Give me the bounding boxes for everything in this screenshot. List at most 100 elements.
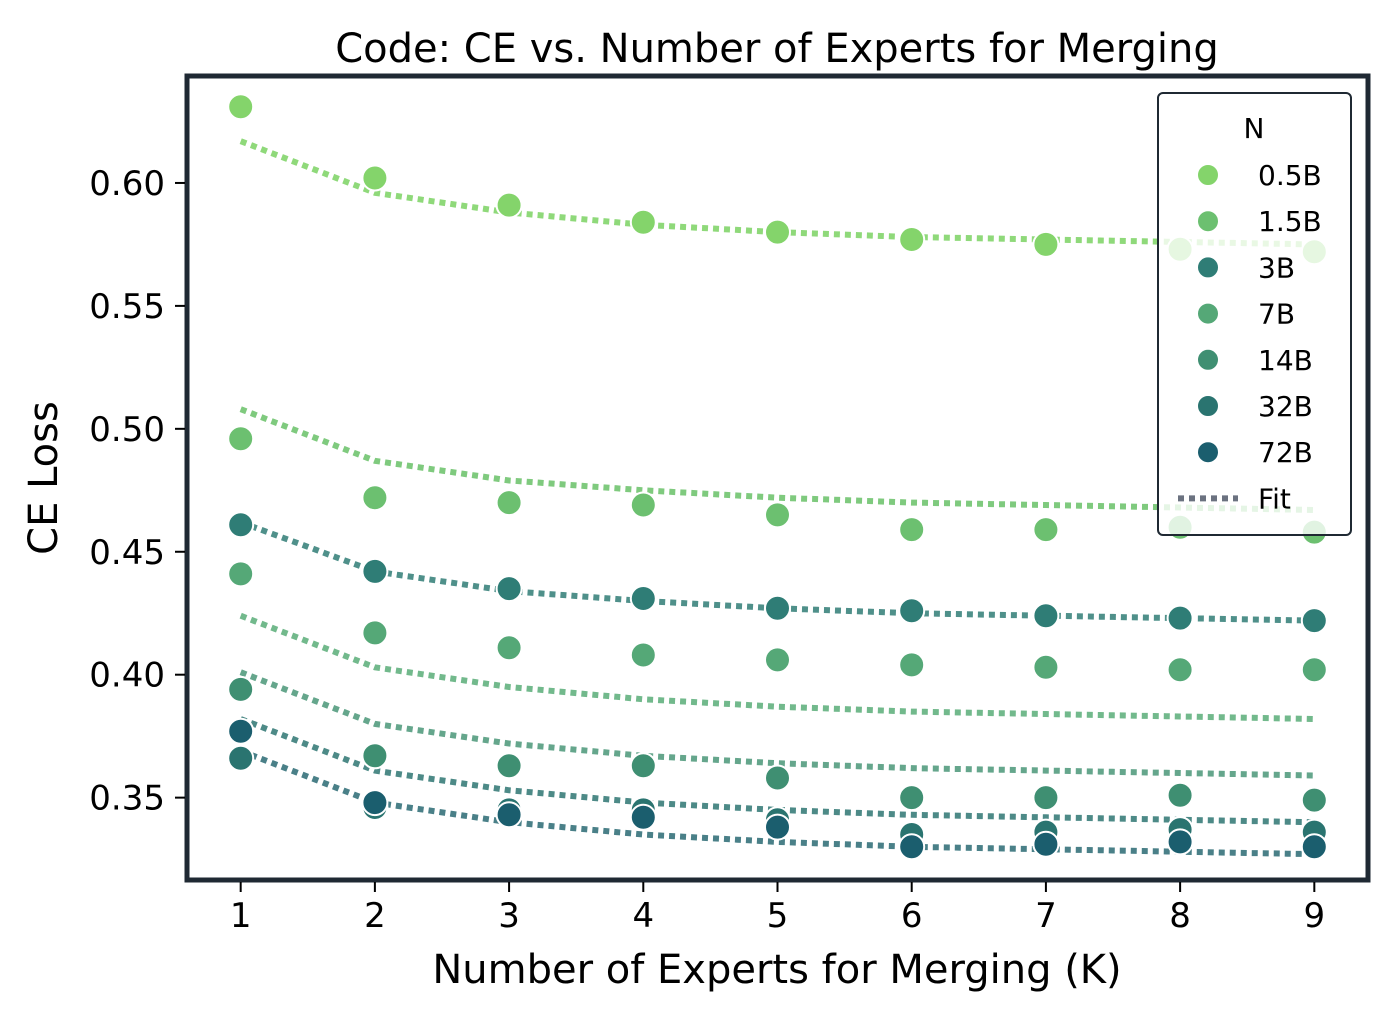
fit-line-72B	[239, 748, 1315, 858]
point-3B-k8	[1166, 604, 1194, 632]
y-tick-label: 0.40	[89, 656, 165, 696]
x-tick-label: 8	[1169, 896, 1191, 936]
legend-marker-7B	[1196, 301, 1220, 326]
plot-frame	[184, 73, 1371, 883]
legend-label-0.5B: 0.5B	[1258, 159, 1322, 192]
point-7B-k9	[1300, 656, 1328, 684]
point-3B-k1	[227, 511, 255, 539]
point-72B-k4	[629, 803, 657, 831]
legend-marker-14B	[1196, 347, 1220, 372]
point-72B-k3	[495, 801, 523, 829]
point-7B-k3	[495, 634, 523, 662]
legend-label-1.5B: 1.5B	[1258, 205, 1322, 238]
legend-label-fit: Fit	[1258, 482, 1291, 515]
point-7B-k1	[227, 560, 255, 588]
point-14B-k1	[227, 675, 255, 703]
point-14B-k3	[495, 752, 523, 780]
legend-marker-32B	[1196, 394, 1220, 418]
point-14B-k9	[1300, 786, 1328, 814]
point-0.5B-k4	[629, 208, 657, 236]
legend-marker-72B	[1196, 440, 1220, 465]
point-14B-k6	[898, 784, 926, 812]
y-tick-label: 0.50	[89, 410, 165, 450]
point-0.5B-k3	[495, 191, 523, 219]
x-tick-label: 7	[1035, 896, 1057, 936]
legend-marker-1.5B	[1196, 209, 1220, 234]
y-tick-label: 0.60	[89, 164, 165, 204]
point-7B-k7	[1032, 653, 1060, 681]
point-14B-k5	[764, 764, 791, 792]
chart-title: Code: CE vs. Number of Experts for Mergi…	[335, 26, 1219, 72]
x-tick-label: 3	[498, 896, 520, 936]
point-0.5B-k5	[764, 218, 791, 246]
y-axis-ticks: 0.35 0.40 0.45 0.50 0.55 0.60	[89, 164, 185, 819]
fit-lines	[239, 138, 1315, 858]
point-0.5B-k1	[227, 93, 255, 121]
x-tick-label: 5	[767, 896, 789, 936]
point-7B-k2	[361, 619, 389, 647]
point-3B-k5	[764, 594, 791, 622]
fit-line-1.5B	[239, 406, 1315, 513]
point-3B-k3	[495, 575, 523, 603]
legend-items: 0.5B 1.5B 3B 7B 14B 32B 72B Fit	[1178, 159, 1322, 515]
x-tick-label: 6	[901, 896, 923, 936]
y-tick-label: 0.35	[89, 779, 165, 819]
y-axis-label: CE Loss	[21, 401, 67, 555]
point-1.5B-k2	[361, 484, 389, 512]
point-72B-k7	[1032, 830, 1060, 858]
x-tick-label: 2	[364, 896, 386, 936]
legend-label-3B: 3B	[1258, 251, 1295, 284]
x-tick-label: 4	[632, 896, 654, 936]
point-3B-k4	[629, 585, 657, 612]
fit-line-32B	[239, 716, 1315, 826]
fit-line-14B	[239, 669, 1315, 779]
x-tick-label: 1	[230, 896, 252, 936]
point-0.5B-k6	[898, 226, 926, 253]
point-1.5B-k6	[898, 516, 926, 544]
point-14B-k4	[629, 752, 657, 780]
legend-label-7B: 7B	[1258, 298, 1295, 331]
point-72B-k6	[898, 833, 926, 861]
point-1.5B-k3	[495, 489, 523, 517]
point-1.5B-k5	[764, 501, 791, 529]
point-1.5B-k1	[227, 425, 255, 453]
point-72B-k8	[1166, 828, 1194, 856]
legend-marker-3B	[1196, 255, 1220, 280]
legend-marker-0.5B	[1196, 163, 1220, 187]
point-72B-k9	[1300, 833, 1328, 861]
point-7B-k5	[764, 646, 791, 674]
x-tick-label: 9	[1303, 896, 1325, 936]
legend: N 0.5B 1.5B 3B 7B 14B 32B 72B Fit	[1157, 92, 1352, 536]
point-0.5B-k2	[361, 164, 389, 192]
point-3B-k2	[361, 557, 389, 585]
fit-line-3B	[239, 519, 1315, 624]
point-3B-k9	[1300, 607, 1328, 635]
point-32B-k1	[227, 744, 255, 772]
x-axis-label: Number of Experts for Merging (K)	[432, 947, 1121, 993]
point-14B-k7	[1032, 784, 1060, 812]
point-3B-k6	[898, 597, 926, 625]
point-0.5B-k7	[1032, 230, 1060, 258]
point-7B-k8	[1166, 656, 1194, 684]
legend-label-14B: 14B	[1258, 344, 1313, 377]
data-points	[227, 93, 1328, 861]
point-7B-k4	[629, 641, 657, 669]
fit-line-0.5B	[239, 138, 1315, 248]
point-1.5B-k4	[629, 491, 657, 519]
point-14B-k8	[1166, 781, 1194, 809]
point-3B-k7	[1032, 602, 1060, 630]
point-72B-k2	[361, 789, 389, 817]
point-72B-k1	[227, 717, 255, 745]
point-7B-k6	[898, 651, 926, 679]
point-1.5B-k7	[1032, 516, 1060, 544]
plot-area	[227, 93, 1328, 861]
legend-label-32B: 32B	[1258, 390, 1313, 423]
legend-label-72B: 72B	[1258, 436, 1313, 469]
x-axis-ticks: 1 2 3 4 5 6 7 8 9	[230, 882, 1325, 936]
legend-box	[1157, 92, 1352, 536]
y-tick-label: 0.45	[89, 533, 165, 573]
y-tick-label: 0.55	[89, 287, 165, 327]
fit-line-7B	[239, 612, 1315, 722]
point-72B-k5	[764, 813, 791, 841]
